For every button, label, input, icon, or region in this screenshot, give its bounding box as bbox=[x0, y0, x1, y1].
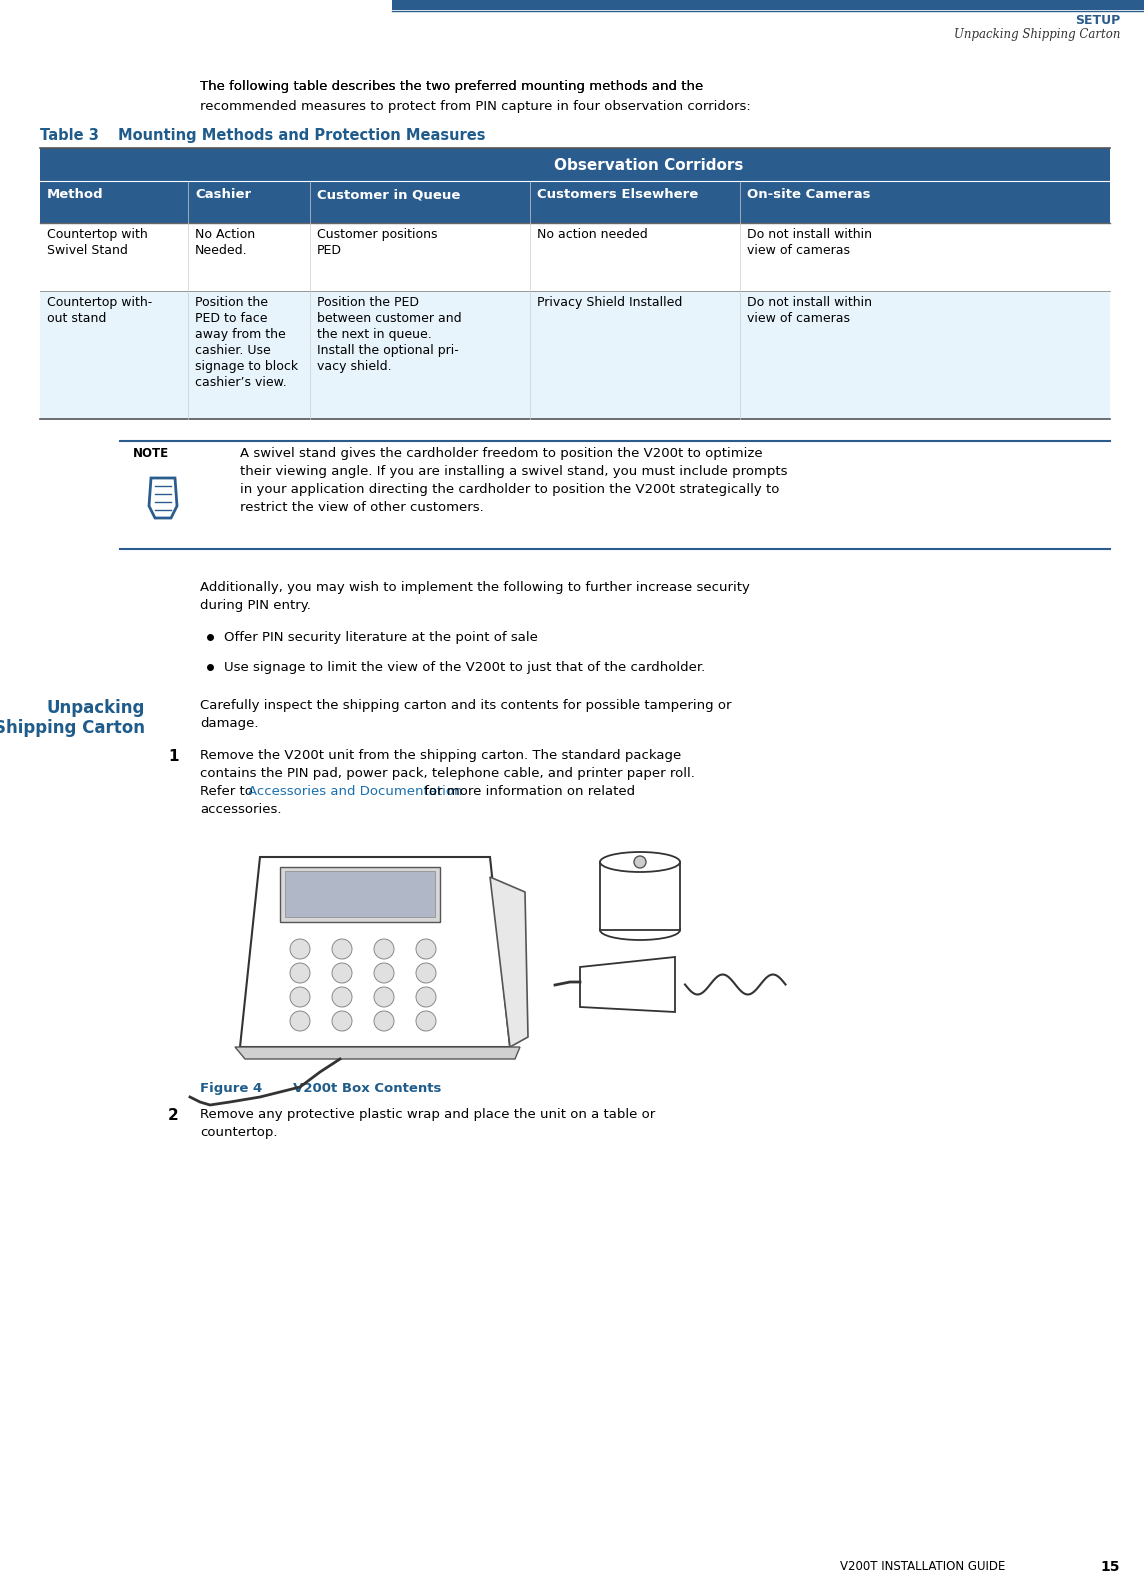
Text: Cashier: Cashier bbox=[194, 188, 252, 201]
Text: Observation Corridors: Observation Corridors bbox=[555, 158, 744, 172]
Text: Shipping Carton: Shipping Carton bbox=[0, 718, 145, 737]
Bar bbox=[392, 0, 1144, 9]
Ellipse shape bbox=[599, 853, 680, 872]
Text: countertop.: countertop. bbox=[200, 1126, 278, 1138]
Text: Accessories and Documentation: Accessories and Documentation bbox=[248, 785, 462, 797]
Text: Mounting Methods and Protection Measures: Mounting Methods and Protection Measures bbox=[118, 128, 485, 144]
Polygon shape bbox=[490, 876, 529, 1047]
Text: Position the
PED to face
away from the
cashier. Use
signage to block
cashier’s v: Position the PED to face away from the c… bbox=[194, 295, 299, 388]
Text: 1: 1 bbox=[168, 748, 178, 764]
Text: recommended measures to protect from PIN capture in four observation corridors:: recommended measures to protect from PIN… bbox=[200, 99, 750, 114]
Circle shape bbox=[332, 963, 352, 984]
Bar bbox=[40, 291, 1110, 418]
Text: in your application directing the cardholder to position the V200t strategically: in your application directing the cardho… bbox=[240, 483, 779, 496]
Text: 15: 15 bbox=[1101, 1560, 1120, 1574]
Text: Customer positions
PED: Customer positions PED bbox=[317, 227, 437, 257]
Text: Table 3: Table 3 bbox=[40, 128, 98, 144]
Text: Method: Method bbox=[47, 188, 104, 201]
Text: Customers Elsewhere: Customers Elsewhere bbox=[537, 188, 698, 201]
Text: Remove any protective plastic wrap and place the unit on a table or: Remove any protective plastic wrap and p… bbox=[200, 1108, 656, 1121]
Text: No action needed: No action needed bbox=[537, 227, 648, 242]
Bar bbox=[599, 862, 680, 930]
Text: Privacy Shield Installed: Privacy Shield Installed bbox=[537, 295, 682, 309]
Circle shape bbox=[416, 963, 436, 984]
Text: V200T INSTALLATION GUIDE: V200T INSTALLATION GUIDE bbox=[840, 1560, 1006, 1573]
Text: Countertop with
Swivel Stand: Countertop with Swivel Stand bbox=[47, 227, 148, 257]
Polygon shape bbox=[580, 957, 675, 1012]
Text: Countertop with-
out stand: Countertop with- out stand bbox=[47, 295, 152, 325]
Bar bbox=[40, 223, 1110, 291]
Text: during PIN entry.: during PIN entry. bbox=[200, 598, 311, 613]
Text: Remove the V200t unit from the shipping carton. The standard package: Remove the V200t unit from the shipping … bbox=[200, 748, 681, 763]
Text: accessories.: accessories. bbox=[200, 804, 281, 816]
Text: Figure 4: Figure 4 bbox=[200, 1082, 262, 1094]
Text: Offer PIN security literature at the point of sale: Offer PIN security literature at the poi… bbox=[224, 632, 538, 644]
Text: damage.: damage. bbox=[200, 717, 259, 729]
Text: Do not install within
view of cameras: Do not install within view of cameras bbox=[747, 227, 872, 257]
Circle shape bbox=[374, 1011, 394, 1031]
Circle shape bbox=[289, 963, 310, 984]
Text: On-site Cameras: On-site Cameras bbox=[747, 188, 871, 201]
Text: contains the PIN pad, power pack, telephone cable, and printer paper roll.: contains the PIN pad, power pack, teleph… bbox=[200, 767, 694, 780]
Circle shape bbox=[374, 987, 394, 1007]
Bar bbox=[285, 872, 435, 917]
Text: Unpacking Shipping Carton: Unpacking Shipping Carton bbox=[953, 28, 1120, 41]
Polygon shape bbox=[149, 478, 177, 518]
Circle shape bbox=[374, 940, 394, 958]
Circle shape bbox=[416, 1011, 436, 1031]
Polygon shape bbox=[240, 857, 510, 1047]
Ellipse shape bbox=[599, 921, 680, 940]
Text: V200t Box Contents: V200t Box Contents bbox=[270, 1082, 442, 1094]
Text: No Action
Needed.: No Action Needed. bbox=[194, 227, 255, 257]
Text: Use signage to limit the view of the V200t to just that of the cardholder.: Use signage to limit the view of the V20… bbox=[224, 662, 705, 674]
Circle shape bbox=[416, 987, 436, 1007]
Text: Additionally, you may wish to implement the following to further increase securi: Additionally, you may wish to implement … bbox=[200, 581, 749, 594]
Text: The following table describes the two preferred mounting methods and the: The following table describes the two pr… bbox=[200, 81, 704, 93]
Text: their viewing angle. If you are installing a swivel stand, you must include prom: their viewing angle. If you are installi… bbox=[240, 464, 787, 478]
Text: for more information on related: for more information on related bbox=[420, 785, 635, 797]
Circle shape bbox=[416, 940, 436, 958]
Circle shape bbox=[289, 1011, 310, 1031]
Polygon shape bbox=[235, 1047, 521, 1060]
Circle shape bbox=[332, 987, 352, 1007]
Text: restrict the view of other customers.: restrict the view of other customers. bbox=[240, 501, 484, 515]
Circle shape bbox=[374, 963, 394, 984]
Text: Unpacking: Unpacking bbox=[47, 699, 145, 717]
Text: Carefully inspect the shipping carton and its contents for possible tampering or: Carefully inspect the shipping carton an… bbox=[200, 699, 731, 712]
Text: Customer in Queue: Customer in Queue bbox=[317, 188, 460, 201]
Circle shape bbox=[332, 940, 352, 958]
Text: A swivel stand gives the cardholder freedom to position the V200t to optimize: A swivel stand gives the cardholder free… bbox=[240, 447, 763, 459]
Circle shape bbox=[332, 1011, 352, 1031]
Text: The following table describes the two preferred mounting methods and the: The following table describes the two pr… bbox=[200, 81, 704, 93]
Text: SETUP: SETUP bbox=[1074, 14, 1120, 27]
Text: NOTE: NOTE bbox=[133, 447, 169, 459]
Text: Do not install within
view of cameras: Do not install within view of cameras bbox=[747, 295, 872, 325]
Circle shape bbox=[289, 940, 310, 958]
Bar bbox=[40, 182, 1110, 223]
Bar bbox=[40, 148, 1110, 182]
Text: Refer to: Refer to bbox=[200, 785, 257, 797]
Bar bbox=[280, 867, 440, 922]
Text: Position the PED
between customer and
the next in queue.
Install the optional pr: Position the PED between customer and th… bbox=[317, 295, 462, 373]
Circle shape bbox=[634, 856, 646, 868]
Circle shape bbox=[289, 987, 310, 1007]
Text: 2: 2 bbox=[168, 1108, 178, 1123]
